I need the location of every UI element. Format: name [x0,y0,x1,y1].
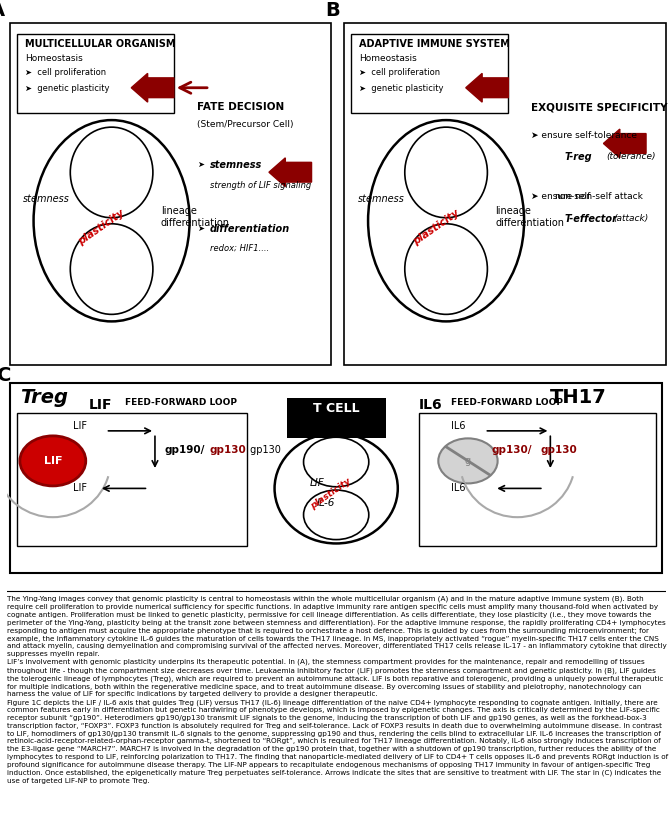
Text: redox; HIF1....: redox; HIF1.... [210,244,269,253]
Text: stemness: stemness [357,194,405,204]
Text: Treg: Treg [20,388,68,408]
Text: MULTICELLULAR ORGANISM: MULTICELLULAR ORGANISM [25,39,175,49]
FancyArrow shape [131,74,174,102]
Text: (attack): (attack) [613,213,648,222]
Text: T-reg: T-reg [564,153,591,163]
Text: lineage
differentiation: lineage differentiation [495,207,564,228]
Text: ➤ ensure non-self attack: ➤ ensure non-self attack [531,192,643,201]
Text: ➤  cell proliferation: ➤ cell proliferation [25,68,106,77]
Text: stemness: stemness [23,194,70,204]
Text: gp130: gp130 [248,444,281,454]
FancyArrow shape [466,74,508,102]
Text: plasticity: plasticity [411,208,461,248]
Text: ➤  cell proliferation: ➤ cell proliferation [359,68,440,77]
Text: gp130: gp130 [209,444,246,454]
Text: TH17: TH17 [551,388,607,408]
FancyBboxPatch shape [10,23,331,364]
Text: The Ying-Yang images convey that genomic plasticity is central to homeostasis wi: The Ying-Yang images convey that genomic… [7,596,668,784]
Text: LIF: LIF [72,421,86,431]
FancyArrow shape [269,158,312,186]
Text: B: B [325,2,340,20]
FancyBboxPatch shape [287,399,385,439]
Text: LIF: LIF [89,399,112,413]
Text: plasticity: plasticity [77,208,126,248]
FancyBboxPatch shape [419,413,656,546]
Text: lineage
differentiation: lineage differentiation [161,207,229,228]
FancyBboxPatch shape [17,33,174,113]
Text: T-effector: T-effector [564,213,617,224]
Text: LIF: LIF [72,484,86,493]
Text: differentiation: differentiation [210,225,290,234]
Text: (tolerance): (tolerance) [607,153,656,162]
Text: Homeostasis: Homeostasis [359,54,417,63]
Text: C: C [0,366,11,385]
Text: plasticity: plasticity [309,476,353,511]
Text: gp190/: gp190/ [165,444,205,454]
Text: gp130: gp130 [541,444,577,454]
Text: IL6: IL6 [419,399,442,413]
Text: stemness: stemness [210,159,262,170]
Text: FEED-FORWARD LOOP: FEED-FORWARD LOOP [452,399,563,408]
Text: (Stem/Precursor Cell): (Stem/Precursor Cell) [197,120,293,129]
Text: ➤: ➤ [197,225,204,234]
Circle shape [438,439,498,484]
Text: LIF: LIF [310,479,324,489]
Text: IL6: IL6 [452,421,466,431]
Text: ➤: ➤ [197,159,204,168]
Text: FEED-FORWARD LOOP: FEED-FORWARD LOOP [125,399,237,408]
FancyBboxPatch shape [10,383,662,574]
Text: Homeostasis: Homeostasis [25,54,82,63]
Text: gp130/: gp130/ [491,444,532,454]
Text: strength of LIF signaling: strength of LIF signaling [210,181,311,190]
Text: T CELL: T CELL [313,402,359,415]
Text: FATE DECISION: FATE DECISION [197,102,284,112]
Text: LIF: LIF [43,456,62,466]
Text: EXQUISITE SPECIFICITY: EXQUISITE SPECIFICITY [531,102,668,112]
Text: non-self: non-self [554,192,591,201]
Text: ADAPTIVE IMMUNE SYSTEM: ADAPTIVE IMMUNE SYSTEM [359,39,510,49]
FancyBboxPatch shape [351,33,508,113]
Text: ➤ ensure self-tolerance: ➤ ensure self-tolerance [531,131,638,140]
Text: ➤  genetic plasticity: ➤ genetic plasticity [25,84,109,93]
Text: A: A [0,2,5,20]
Text: g: g [465,456,471,466]
Text: ➤  genetic plasticity: ➤ genetic plasticity [359,84,444,93]
Circle shape [20,436,86,486]
FancyBboxPatch shape [345,23,666,364]
Text: IL-6: IL-6 [316,498,334,508]
Text: IL6: IL6 [452,484,466,493]
FancyBboxPatch shape [17,413,248,546]
FancyArrow shape [603,129,646,158]
